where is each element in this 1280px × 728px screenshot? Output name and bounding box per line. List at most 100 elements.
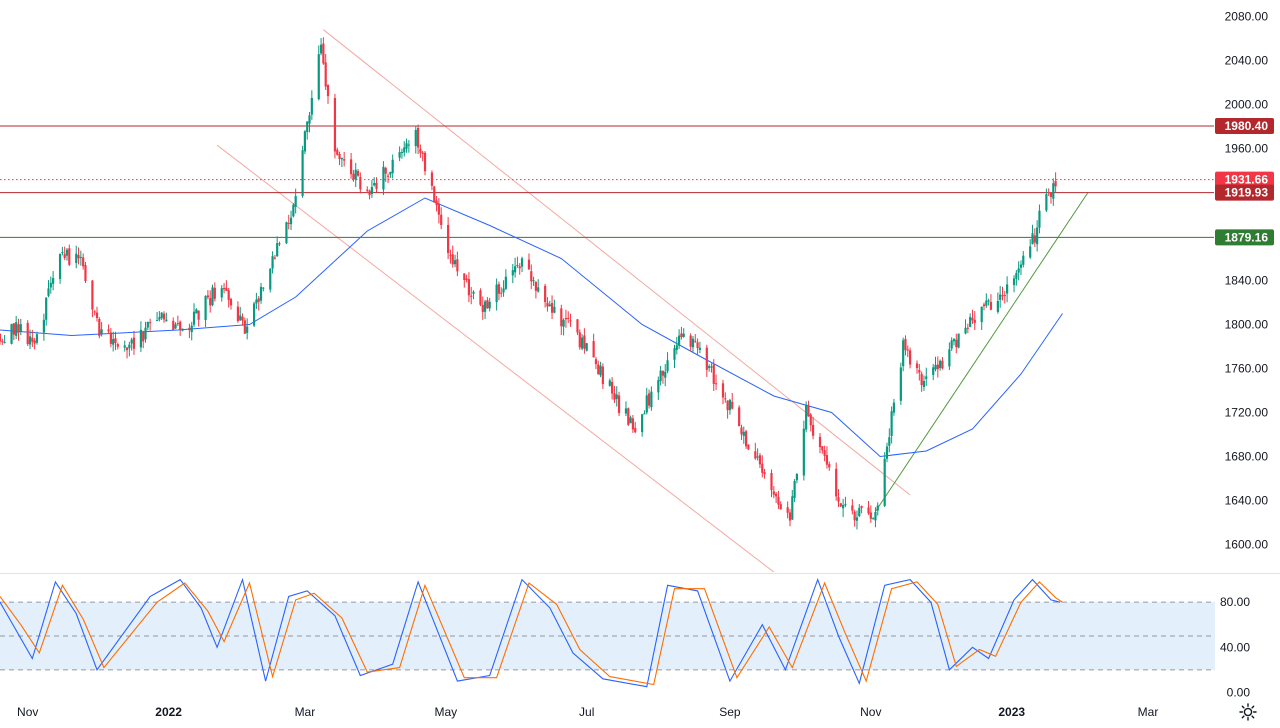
candle xyxy=(678,329,681,349)
candle-body xyxy=(149,322,152,324)
candle xyxy=(763,468,766,479)
candle xyxy=(79,250,82,266)
candle-body xyxy=(75,253,78,264)
candle-body xyxy=(985,300,988,306)
candle xyxy=(416,124,420,155)
candle xyxy=(45,297,48,326)
candle-body xyxy=(546,302,549,307)
candle xyxy=(696,338,699,355)
candle xyxy=(1047,188,1050,197)
candle-body xyxy=(33,340,36,344)
candle-body xyxy=(726,400,729,411)
candle xyxy=(1045,188,1048,213)
candle xyxy=(915,360,919,374)
candle xyxy=(502,280,505,297)
candle xyxy=(922,375,926,391)
stoch-d-line xyxy=(0,581,1063,686)
candle-body xyxy=(936,364,939,370)
channel-lower-line xyxy=(216,144,775,573)
candle xyxy=(712,359,715,392)
candle xyxy=(645,387,648,415)
candle xyxy=(483,299,487,320)
candle-body xyxy=(421,152,424,154)
candle xyxy=(33,337,36,350)
candle xyxy=(989,294,993,311)
candle xyxy=(49,276,52,294)
candle-body xyxy=(821,446,824,451)
price-pane[interactable] xyxy=(0,29,1214,573)
candle-body xyxy=(904,338,907,351)
stochastic-pane[interactable] xyxy=(0,577,1215,688)
candle xyxy=(495,278,498,311)
time-tick-label: Jul xyxy=(579,705,594,719)
candle xyxy=(601,363,604,389)
time-tick-label: Nov xyxy=(17,705,38,719)
candle xyxy=(966,323,969,334)
candle-body xyxy=(447,224,450,254)
candle xyxy=(544,283,547,308)
candle xyxy=(19,318,22,336)
candle xyxy=(1017,261,1020,281)
candle xyxy=(287,214,290,230)
candle-body xyxy=(710,366,713,368)
candle xyxy=(236,301,240,323)
candle-body xyxy=(952,339,956,342)
candle-body xyxy=(359,176,362,190)
candle xyxy=(694,334,697,343)
candle xyxy=(802,420,805,481)
candle-body xyxy=(548,304,551,307)
candle xyxy=(650,386,653,411)
candle-body xyxy=(440,214,443,226)
candle-body xyxy=(10,324,13,344)
price-tick-label: 1760.00 xyxy=(1225,362,1269,376)
candle xyxy=(319,38,323,56)
candle xyxy=(777,490,780,509)
candle-body xyxy=(130,339,133,344)
candle xyxy=(1019,260,1023,276)
candle-body xyxy=(989,301,993,310)
candle-body xyxy=(1045,194,1048,211)
candle xyxy=(259,282,263,304)
candle-body xyxy=(770,473,773,491)
candle-body xyxy=(31,337,34,342)
candle-body xyxy=(181,328,184,331)
candle xyxy=(28,329,32,350)
candle xyxy=(550,295,554,320)
candle-body xyxy=(682,333,685,337)
candle xyxy=(740,424,743,440)
candle-body xyxy=(867,507,870,514)
candle-body xyxy=(641,414,644,433)
settings-button[interactable] xyxy=(1236,701,1260,723)
candle-body xyxy=(350,159,353,175)
candle xyxy=(63,246,66,261)
candle xyxy=(818,433,822,454)
candle xyxy=(149,318,152,331)
candle xyxy=(786,501,789,519)
candle xyxy=(629,415,632,424)
candle-body xyxy=(1029,246,1032,258)
candle xyxy=(336,147,339,156)
candle-body xyxy=(241,316,244,321)
candle-body xyxy=(294,196,297,207)
candle xyxy=(899,362,902,405)
candle xyxy=(1029,239,1032,259)
candle-body xyxy=(511,270,514,276)
candle xyxy=(597,360,600,375)
candle xyxy=(867,501,870,515)
candle xyxy=(761,455,764,478)
candle xyxy=(437,198,440,224)
candle-body xyxy=(537,287,540,292)
candle-body xyxy=(793,480,796,498)
candle-body xyxy=(915,363,919,369)
candle-body xyxy=(470,295,473,297)
candle-body xyxy=(966,327,969,329)
candle-body xyxy=(160,312,163,319)
candle xyxy=(449,249,452,264)
candle xyxy=(98,317,101,339)
candle-body xyxy=(58,253,62,279)
candle-body xyxy=(213,287,216,299)
candle-body xyxy=(553,306,556,313)
candle-body xyxy=(1015,272,1018,279)
price-tick-label: 1840.00 xyxy=(1225,274,1269,288)
candle-body xyxy=(243,320,246,334)
